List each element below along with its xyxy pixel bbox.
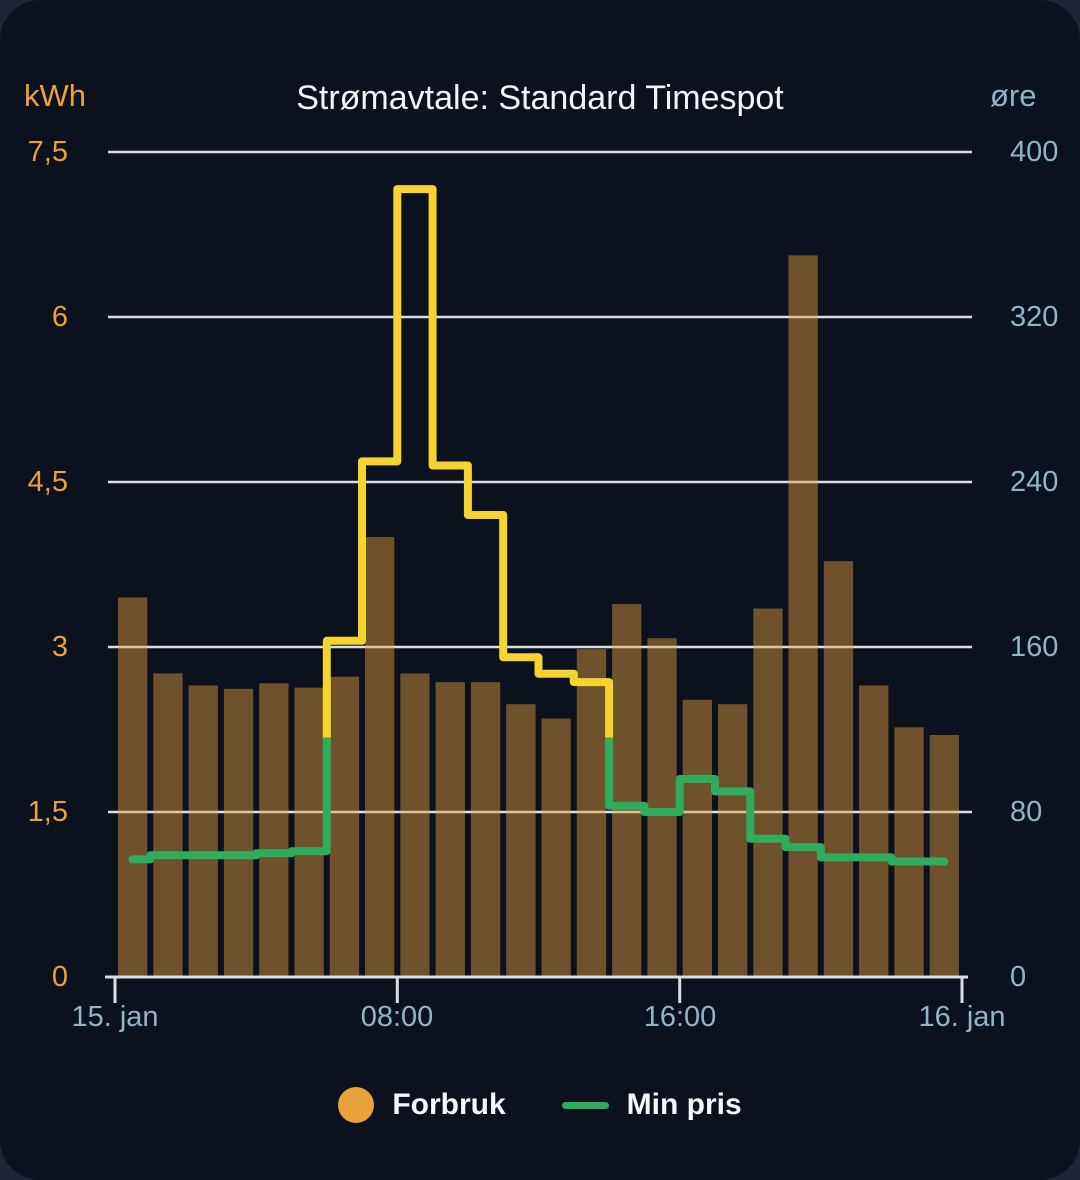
bar-hour-6[interactable] xyxy=(329,676,360,977)
bar-hour-13[interactable] xyxy=(576,649,607,977)
bar-hour-11[interactable] xyxy=(506,704,536,977)
y-right-tick-1: 320 xyxy=(1010,301,1059,333)
y-axis-right-unit: øre xyxy=(990,78,1037,113)
bar-hour-20[interactable] xyxy=(823,561,854,977)
chart-title: Strømavtale: Standard Timespot xyxy=(296,79,784,117)
x-tick-1: 08:00 xyxy=(360,1001,434,1033)
legend-label-min-pris: Min pris xyxy=(626,1088,742,1121)
y-right-tick-2: 240 xyxy=(1010,466,1059,498)
bar-hour-19[interactable] xyxy=(788,255,818,977)
bar-hour-1[interactable] xyxy=(153,673,183,977)
x-tick-2: 16:00 xyxy=(643,1001,717,1033)
bar-hour-2[interactable] xyxy=(188,685,218,978)
y-left-tick-4: 1,5 xyxy=(27,796,68,828)
y-left-tick-1: 6 xyxy=(51,301,68,333)
bar-hour-10[interactable] xyxy=(470,682,501,977)
forbruk-bars xyxy=(118,255,959,977)
x-tick-0: 15. jan xyxy=(71,1001,159,1033)
bar-hour-5[interactable] xyxy=(294,687,324,977)
x-tick-3: 16. jan xyxy=(918,1001,1006,1033)
bar-hour-3[interactable] xyxy=(223,688,254,977)
forbruk-marker-icon xyxy=(338,1087,375,1123)
x-axis xyxy=(105,975,968,1003)
min-pris-line-low xyxy=(128,737,949,866)
bar-hour-9[interactable] xyxy=(435,682,465,977)
bar-hour-14[interactable] xyxy=(612,604,642,977)
bar-hour-4[interactable] xyxy=(259,683,289,977)
y-axis-left-unit: kWh xyxy=(24,78,86,113)
bar-hour-21[interactable] xyxy=(859,685,889,978)
bar-hour-15[interactable] xyxy=(647,638,677,977)
y-right-tick-3: 160 xyxy=(1010,631,1059,663)
legend: Forbruk Min pris xyxy=(0,1080,1080,1130)
y-left-tick-5: 0 xyxy=(51,961,68,993)
min-pris-marker-icon xyxy=(561,1101,609,1109)
bar-hour-0[interactable] xyxy=(118,597,148,978)
legend-item-forbruk[interactable]: Forbruk xyxy=(338,1085,506,1125)
gridlines xyxy=(108,150,972,814)
y-left-tick-3: 3 xyxy=(51,631,68,663)
bar-hour-22[interactable] xyxy=(894,727,924,977)
bar-hour-17[interactable] xyxy=(718,704,748,977)
legend-item-min-pris[interactable]: Min pris xyxy=(561,1085,742,1125)
bar-hour-7[interactable] xyxy=(365,537,395,977)
bar-hour-23[interactable] xyxy=(929,735,959,977)
bar-hour-12[interactable] xyxy=(541,718,571,978)
y-left-tick-2: 4,5 xyxy=(27,466,68,498)
bar-hour-18[interactable] xyxy=(753,608,783,978)
y-right-tick-4: 80 xyxy=(1010,796,1043,828)
y-left-tick-0: 7,5 xyxy=(27,136,68,168)
bar-hour-8[interactable] xyxy=(400,673,430,977)
min-pris-line-high xyxy=(322,185,614,738)
y-right-tick-0: 400 xyxy=(1010,136,1059,168)
bar-hour-16[interactable] xyxy=(682,699,712,977)
y-right-tick-5: 0 xyxy=(1010,961,1027,993)
legend-label-forbruk: Forbruk xyxy=(392,1088,506,1121)
